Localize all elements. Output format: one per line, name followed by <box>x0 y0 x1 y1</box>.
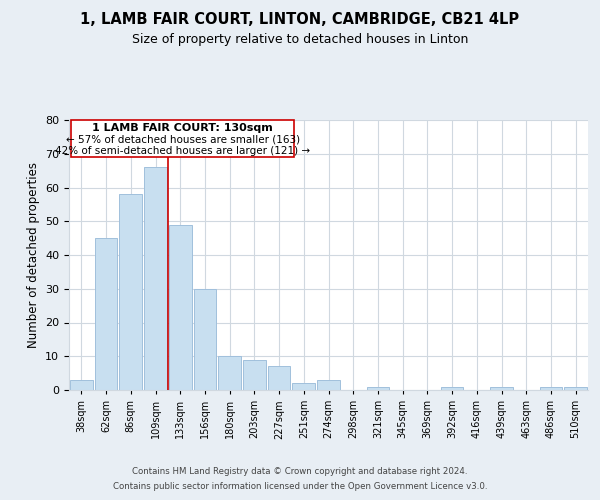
Bar <box>317 380 340 390</box>
FancyBboxPatch shape <box>71 120 294 157</box>
Text: Contains HM Land Registry data © Crown copyright and database right 2024.: Contains HM Land Registry data © Crown c… <box>132 467 468 476</box>
Bar <box>490 386 513 390</box>
Bar <box>243 360 266 390</box>
Bar <box>441 386 463 390</box>
Text: Size of property relative to detached houses in Linton: Size of property relative to detached ho… <box>132 32 468 46</box>
Bar <box>268 366 290 390</box>
Text: 42% of semi-detached houses are larger (121) →: 42% of semi-detached houses are larger (… <box>55 146 310 156</box>
Bar <box>95 238 118 390</box>
Bar <box>218 356 241 390</box>
Bar <box>144 167 167 390</box>
Bar <box>292 383 315 390</box>
Bar <box>119 194 142 390</box>
Text: Contains public sector information licensed under the Open Government Licence v3: Contains public sector information licen… <box>113 482 487 491</box>
Bar <box>70 380 93 390</box>
Text: ← 57% of detached houses are smaller (163): ← 57% of detached houses are smaller (16… <box>65 134 300 144</box>
Y-axis label: Number of detached properties: Number of detached properties <box>26 162 40 348</box>
Bar <box>194 289 216 390</box>
Bar <box>169 224 191 390</box>
Text: 1, LAMB FAIR COURT, LINTON, CAMBRIDGE, CB21 4LP: 1, LAMB FAIR COURT, LINTON, CAMBRIDGE, C… <box>80 12 520 28</box>
Bar <box>539 386 562 390</box>
Bar <box>367 386 389 390</box>
Text: 1 LAMB FAIR COURT: 130sqm: 1 LAMB FAIR COURT: 130sqm <box>92 123 273 133</box>
Bar <box>564 386 587 390</box>
